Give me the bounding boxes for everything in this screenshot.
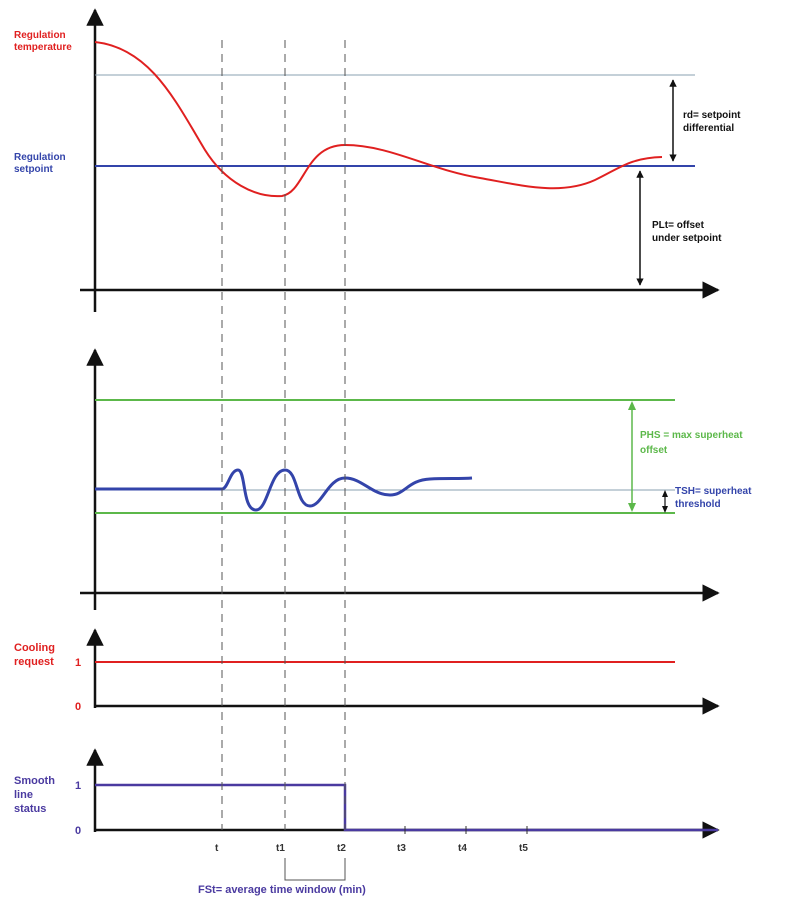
tick-t: t	[215, 843, 219, 854]
label-cooling-request: Cooling request	[14, 642, 58, 668]
temperature-curve	[94, 41, 663, 198]
label-smooth-line-status: Smooth line status	[14, 775, 58, 815]
label-rd: rd= setpoint differential	[683, 110, 743, 134]
panel-smooth-line-status: Smooth line status 1 0	[14, 748, 720, 839]
smooth-level-0: 0	[75, 825, 81, 837]
time-tick-labels: t t1 t2 t3 t4 t5	[215, 843, 528, 854]
label-plt: PLt= offset under setpoint	[652, 220, 722, 244]
bottom-axis-ticks	[404, 826, 528, 834]
fst-bracket: FSt= average time window (min)	[198, 858, 366, 896]
tick-t2: t2	[337, 843, 346, 854]
cooling-level-0: 0	[75, 701, 81, 713]
panel-superheat: PHS = max superheat offset TSH= superhea…	[80, 348, 754, 610]
time-markers	[221, 40, 346, 830]
label-phs: PHS = max superheat offset	[640, 430, 745, 456]
label-fst: FSt= average time window (min)	[198, 884, 366, 896]
label-regulation-temperature: Regulation temperature	[14, 30, 72, 53]
tick-t5: t5	[519, 843, 528, 854]
smooth-line-status-trace	[95, 783, 718, 832]
tick-t1: t1	[276, 843, 285, 854]
panel-regulation-temperature: Regulation temperature Regulation setpoi…	[14, 8, 743, 312]
panel-cooling-request: Cooling request 1 0	[14, 628, 720, 715]
superheat-curve	[95, 468, 473, 512]
cooling-level-1: 1	[75, 657, 81, 669]
label-regulation-setpoint: Regulation setpoint	[14, 152, 68, 175]
smooth-level-1: 1	[75, 780, 81, 792]
fst-bracket-line	[284, 858, 346, 881]
tick-t4: t4	[458, 843, 467, 854]
label-tsh: TSH= superheat threshold	[675, 486, 754, 510]
tick-t3: t3	[397, 843, 406, 854]
